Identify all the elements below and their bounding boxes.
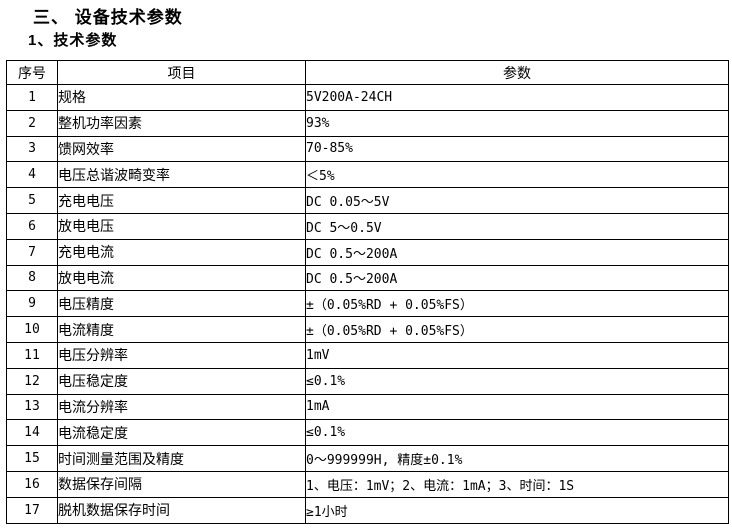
row-value: ±（0.05%RD + 0.05%FS） — [305, 290, 729, 318]
table-body: 1 规格 5V200A-24CH 2 整机功率因素 93% 3 馈网效率 70-… — [6, 84, 729, 524]
row-item: 时间测量范围及精度 — [57, 445, 306, 472]
row-item: 电压精度 — [57, 290, 306, 318]
row-number: 7 — [6, 238, 58, 266]
table-row: 8 放电电流 DC 0.5～200A — [6, 264, 729, 292]
page-subtitle: 1、技术参数 — [28, 32, 118, 49]
table-row: 4 电压总谐波畸变率 ＜5% — [6, 161, 729, 189]
column-header-index: 序号 — [6, 60, 58, 85]
table-row: 9 电压精度 ±（0.05%RD + 0.05%FS） — [6, 290, 729, 318]
row-value: DC 0.05～5V — [305, 187, 729, 214]
row-value: DC 5～0.5V — [305, 212, 729, 240]
row-number: 8 — [6, 264, 58, 292]
table-row: 12 电压稳定度 ≤0.1% — [6, 367, 729, 395]
row-item: 电流分辨率 — [57, 393, 306, 421]
row-value: ≤0.1% — [305, 419, 729, 447]
row-number: 6 — [6, 212, 58, 240]
row-value: 93% — [305, 109, 729, 137]
row-number: 16 — [6, 470, 58, 498]
row-number: 1 — [6, 84, 58, 111]
table-row: 14 电流稳定度 ≤0.1% — [6, 419, 729, 447]
row-item: 规格 — [57, 84, 306, 111]
row-item: 电流稳定度 — [57, 419, 306, 447]
row-item: 脱机数据保存时间 — [57, 496, 306, 524]
row-item: 数据保存间隔 — [57, 470, 306, 498]
row-value: 0～999999H, 精度±0.1% — [305, 445, 729, 472]
table-row: 1 规格 5V200A-24CH — [6, 84, 729, 111]
row-number: 2 — [6, 109, 58, 137]
row-item: 电压分辨率 — [57, 341, 306, 369]
table-row: 16 数据保存间隔 1、电压：1mV；2、电流：1mA；3、时间：1S — [6, 470, 729, 498]
row-number: 12 — [6, 367, 58, 395]
row-number: 3 — [6, 135, 58, 163]
row-value: DC 0.5～200A — [305, 238, 729, 266]
table-row: 3 馈网效率 70-85% — [6, 135, 729, 163]
row-number: 17 — [6, 496, 58, 524]
table-row: 15 时间测量范围及精度 0～999999H, 精度±0.1% — [6, 445, 729, 472]
row-value: ±（0.05%RD + 0.05%FS） — [305, 316, 729, 343]
table-row: 7 充电电流 DC 0.5～200A — [6, 238, 729, 266]
table-row: 2 整机功率因素 93% — [6, 109, 729, 137]
row-value: ＜5% — [305, 161, 729, 189]
row-value: 1、电压：1mV；2、电流：1mA；3、时间：1S — [305, 470, 729, 498]
row-value: DC 0.5～200A — [305, 264, 729, 292]
row-item: 馈网效率 — [57, 135, 306, 163]
table-row: 5 充电电压 DC 0.05～5V — [6, 187, 729, 214]
row-number: 5 — [6, 187, 58, 214]
row-number: 11 — [6, 341, 58, 369]
row-number: 13 — [6, 393, 58, 421]
row-item: 放电电压 — [57, 212, 306, 240]
row-value: ≤0.1% — [305, 367, 729, 395]
row-item: 电压总谐波畸变率 — [57, 161, 306, 189]
row-item: 充电电压 — [57, 187, 306, 214]
table-header-row: 序号 项目 参数 — [6, 60, 729, 85]
row-value: 5V200A-24CH — [305, 84, 729, 111]
column-header-item: 项目 — [57, 60, 306, 85]
table-row: 13 电流分辨率 1mA — [6, 393, 729, 421]
parameters-table: 序号 项目 参数 1 规格 5V200A-24CH 2 整机功率因素 93% 3… — [6, 60, 729, 524]
row-item: 充电电流 — [57, 238, 306, 266]
table-row: 6 放电电压 DC 5～0.5V — [6, 212, 729, 240]
row-item: 电压稳定度 — [57, 367, 306, 395]
page-title: 三、 设备技术参数 — [33, 8, 183, 27]
table-row: 11 电压分辨率 1mV — [6, 341, 729, 369]
table-row: 17 脱机数据保存时间 ≥1小时 — [6, 496, 729, 524]
row-value: 1mV — [305, 341, 729, 369]
row-item: 整机功率因素 — [57, 109, 306, 137]
column-header-parameter: 参数 — [305, 60, 729, 85]
row-item: 电流精度 — [57, 316, 306, 343]
row-value: 70-85% — [305, 135, 729, 163]
row-number: 14 — [6, 419, 58, 447]
row-number: 9 — [6, 290, 58, 318]
table-row: 10 电流精度 ±（0.05%RD + 0.05%FS） — [6, 316, 729, 343]
row-number: 10 — [6, 316, 58, 343]
row-value: ≥1小时 — [305, 496, 729, 524]
row-number: 4 — [6, 161, 58, 189]
row-number: 15 — [6, 445, 58, 472]
row-value: 1mA — [305, 393, 729, 421]
row-item: 放电电流 — [57, 264, 306, 292]
